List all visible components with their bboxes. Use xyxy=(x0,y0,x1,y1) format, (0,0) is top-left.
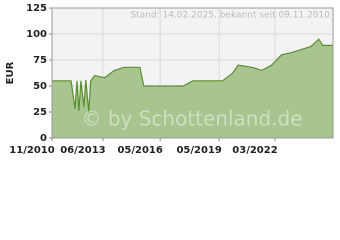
plot-frame xyxy=(51,7,334,139)
x-tick-label: 05/2019 xyxy=(176,145,221,156)
y-tick-label: 125 xyxy=(26,3,47,14)
y-axis-label: EUR xyxy=(5,61,16,84)
y-tick-label: 75 xyxy=(33,55,47,66)
price-line xyxy=(52,38,333,113)
chart: EUR 0 25 50 75 100 125 11/2010 06/2013 05/2016 05… xyxy=(5,3,334,156)
watermark: © by Schottenland.de xyxy=(81,107,302,131)
price-area xyxy=(52,39,333,139)
y-tick-label: 100 xyxy=(26,29,47,40)
y-tick-label: 50 xyxy=(33,81,47,92)
annotation: Stand: 14.02.2025, bekannt seit 09.11.20… xyxy=(130,11,330,21)
y-tick-label: 25 xyxy=(33,107,47,118)
y-tick-label: 0 xyxy=(40,133,47,144)
x-tick-label: 03/2022 xyxy=(232,145,277,156)
x-tick-label: 05/2016 xyxy=(117,145,162,156)
x-tick-label: 11/2010 xyxy=(9,145,54,156)
x-tick-label: 06/2013 xyxy=(60,145,105,156)
